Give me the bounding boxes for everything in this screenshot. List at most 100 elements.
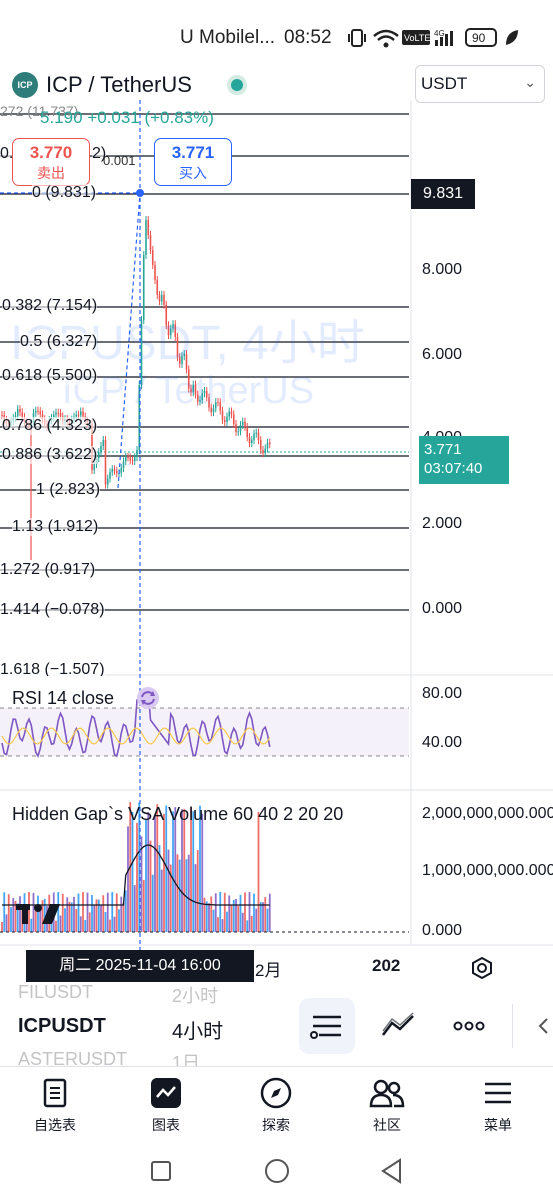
candle-body (174, 324, 177, 337)
prev-symbol[interactable]: FILUSDT (18, 982, 94, 1002)
volume-bar (57, 892, 60, 932)
volume-bar (192, 811, 195, 932)
nav-menu[interactable]: 菜单 (453, 1075, 543, 1135)
price-axis-label: 8.000 (422, 261, 463, 278)
candle-body (160, 294, 163, 302)
sync-icon[interactable] (136, 686, 160, 710)
time-axis-label: 2月 (255, 961, 282, 980)
candle-body (192, 384, 195, 393)
candle-body (79, 411, 82, 416)
signal-4g-icon: 4G (434, 29, 453, 46)
rsi-title[interactable]: RSI 14 close (12, 688, 115, 708)
symbol-title[interactable]: ICP / TetherUS (46, 72, 192, 97)
current-symbol[interactable]: ICPUSDT (18, 1015, 106, 1037)
more-button[interactable] (441, 998, 497, 1054)
recent-apps-icon[interactable] (150, 1160, 172, 1182)
volume-bar (151, 874, 154, 932)
next-symbol[interactable]: ASTERUSDT (18, 1049, 128, 1067)
fib-label-partial: 0. (0, 145, 14, 163)
candle-body (151, 250, 154, 265)
wifi-icon (373, 29, 399, 48)
candle-body (255, 432, 258, 434)
drawing-tools-button[interactable] (370, 998, 426, 1054)
volume-bar (136, 822, 138, 932)
crosshair-date-tag: 周二 2025-11-04 16:00 (26, 950, 254, 982)
nav-community[interactable]: 社区 (342, 1075, 432, 1135)
home-icon[interactable] (264, 1158, 290, 1184)
currency-select[interactable]: USDT ⌄ (415, 65, 545, 103)
volume-bar (3, 892, 6, 932)
volume-bar (176, 854, 179, 932)
price-axis-label: 6.000 (422, 346, 463, 363)
volume-bar (32, 892, 35, 932)
volume-bar (241, 912, 244, 932)
volume-bar (201, 813, 204, 932)
volume-bar (7, 894, 10, 932)
volume-bar (160, 869, 163, 932)
candle-body (136, 450, 138, 458)
volume-bar (12, 898, 15, 932)
chart-settings-icon[interactable] (470, 956, 494, 980)
tradingview-logo (16, 904, 60, 924)
candle-body (210, 407, 213, 413)
nav-chart[interactable]: 图表 (121, 1075, 211, 1135)
chevron-left-icon[interactable] (536, 1016, 550, 1036)
nav-explore[interactable]: 探索 (231, 1075, 321, 1135)
volume-bar (124, 890, 127, 932)
candle-body (16, 409, 19, 416)
volume-bar (165, 805, 168, 932)
volume-bar (138, 802, 141, 932)
volume-bar (181, 809, 183, 932)
volume-bar (25, 917, 28, 932)
volume-title[interactable]: Hidden Gap`s VSA Volume 60 40 2 20 20 (12, 804, 344, 824)
candle-body (149, 235, 152, 250)
candle-body (113, 469, 116, 471)
back-icon[interactable] (380, 1158, 404, 1184)
symbol-switcher[interactable]: FILUSDT 2小时 ICPUSDT 4小时 ASTERUSDT 1日 (0, 982, 553, 1067)
volume-bar (183, 809, 186, 932)
candle-body (39, 411, 42, 415)
candle-body (239, 424, 242, 432)
chart-icon (151, 1078, 181, 1108)
candle-body (55, 412, 57, 415)
leaf-icon (506, 30, 518, 45)
candle-body (41, 414, 44, 420)
candle-body (201, 393, 204, 400)
candle-body (82, 411, 84, 417)
volume-bar (205, 901, 208, 932)
volume-bar (149, 840, 152, 932)
volume-bar (28, 892, 30, 932)
carrier-name: U Mobilel... (180, 27, 276, 48)
volume-bar (187, 854, 190, 932)
volume-bar (223, 892, 226, 932)
volume-bar (167, 849, 170, 932)
sell-button[interactable]: 3.770 卖出 (12, 138, 90, 186)
volume-bar (104, 912, 107, 932)
status-clock: 08:52 (284, 27, 332, 48)
nav-watchlist[interactable]: 自选表 (10, 1075, 100, 1135)
candle-body (127, 457, 129, 459)
volume-bar (95, 899, 98, 932)
volume-bar (79, 916, 82, 932)
fib-anchor-point (136, 189, 144, 197)
candle-body (142, 255, 145, 320)
volume-bar (250, 915, 253, 932)
candle-body (253, 433, 255, 441)
volume-bar (55, 920, 57, 932)
volume-axis-label: 1,000,000,000.000 (422, 862, 553, 879)
candle-body (1, 415, 3, 416)
candle-body (217, 402, 219, 404)
candle-body (196, 394, 199, 402)
volume-bar (253, 893, 255, 932)
volume-bar (237, 905, 240, 932)
volume-bar (115, 893, 118, 932)
volume-bar (73, 896, 75, 932)
volte-icon: VoLTE (402, 30, 430, 45)
buy-button[interactable]: 3.771 买入 (154, 138, 232, 186)
candle-body (131, 460, 134, 462)
volume-bar (185, 859, 188, 932)
volume-bar (145, 819, 147, 932)
current-timeframe[interactable]: 4小时 (172, 1021, 224, 1043)
indicators-list-button[interactable] (299, 998, 355, 1054)
nav-label: 探索 (262, 1117, 290, 1133)
